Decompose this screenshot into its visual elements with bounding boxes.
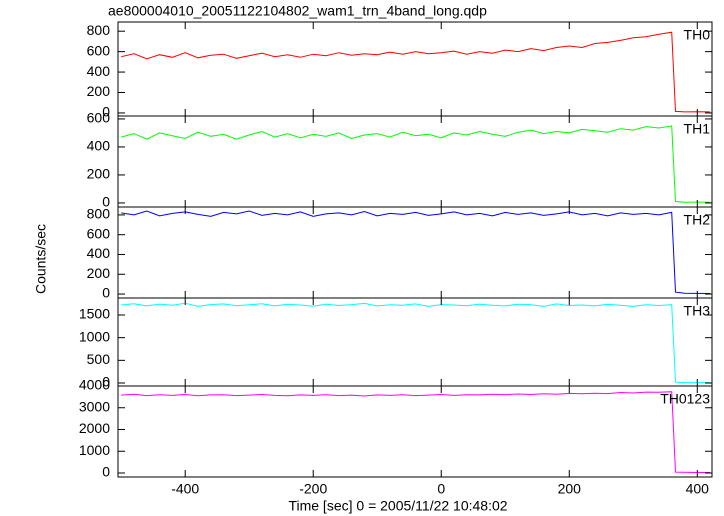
chart-title: ae800004010_20051122104802_wam1_trn_4ban… [108, 3, 487, 19]
y-tick-label: 600 [87, 110, 111, 126]
data-line [121, 391, 711, 473]
y-tick-label: 2000 [79, 420, 110, 436]
y-tick-label: 400 [87, 245, 111, 261]
x-tick-label: 400 [686, 481, 710, 497]
panel-label: TH3 [684, 303, 711, 319]
panel-frame [117, 21, 713, 117]
y-tick-label: 0 [102, 194, 110, 210]
y-axis-label: Counts/sec [33, 224, 49, 294]
y-tick-label: 0 [102, 104, 110, 120]
y-tick-label: 1500 [79, 306, 110, 322]
y-tick-label: 800 [87, 22, 111, 38]
panel-label: TH0 [684, 27, 711, 43]
y-tick-label: 600 [87, 42, 111, 58]
panel-frame [117, 115, 713, 208]
panel-label: TH1 [684, 121, 711, 137]
y-tick-label: 1000 [79, 328, 110, 344]
data-line [121, 210, 711, 294]
x-axis-label: Time [sec] 0 = 2005/11/22 10:48:02 [288, 498, 507, 514]
y-tick-label: 800 [87, 206, 111, 222]
y-tick-label: 400 [87, 138, 111, 154]
panel-label: TH2 [684, 212, 711, 228]
x-tick-label: 200 [558, 481, 582, 497]
x-tick-label: 0 [437, 481, 445, 497]
y-tick-label: 400 [87, 63, 111, 79]
y-tick-label: 200 [87, 166, 111, 182]
data-line [121, 302, 711, 384]
y-tick-label: 0 [102, 285, 110, 301]
y-tick-label: 0 [102, 374, 110, 390]
x-tick-label: -400 [171, 481, 199, 497]
y-tick-label: 200 [87, 265, 111, 281]
y-tick-label: 500 [87, 351, 111, 367]
y-tick-label: 1000 [79, 442, 110, 458]
x-tick-label: -200 [299, 481, 327, 497]
panel-frame [117, 385, 713, 478]
panel-frame [117, 206, 713, 299]
y-tick-label: 200 [87, 83, 111, 99]
y-tick-label: 4000 [79, 377, 110, 393]
data-line [121, 31, 711, 113]
panel-frame [117, 297, 713, 387]
panel-label: TH0123 [660, 391, 710, 407]
data-line [121, 125, 711, 203]
y-tick-label: 0 [102, 464, 110, 480]
y-tick-label: 3000 [79, 398, 110, 414]
y-tick-label: 600 [87, 225, 111, 241]
